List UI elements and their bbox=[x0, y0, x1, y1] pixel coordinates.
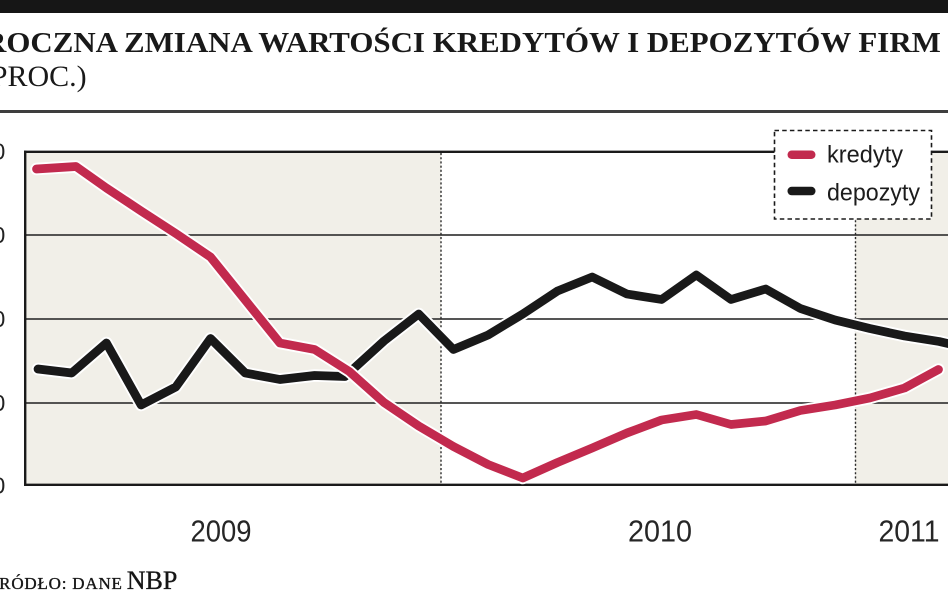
svg-text:2010: 2010 bbox=[628, 514, 692, 549]
svg-text:2011: 2011 bbox=[879, 514, 940, 549]
svg-text:kredyty: kredyty bbox=[827, 142, 903, 169]
svg-text:0: 0 bbox=[0, 222, 5, 248]
svg-text:0: 0 bbox=[0, 139, 5, 165]
svg-text:2009: 2009 bbox=[191, 514, 252, 549]
svg-text:0: 0 bbox=[0, 306, 5, 332]
svg-text:0: 0 bbox=[0, 473, 5, 499]
svg-text:0: 0 bbox=[0, 390, 5, 416]
svg-text:depozyty: depozyty bbox=[827, 180, 920, 207]
